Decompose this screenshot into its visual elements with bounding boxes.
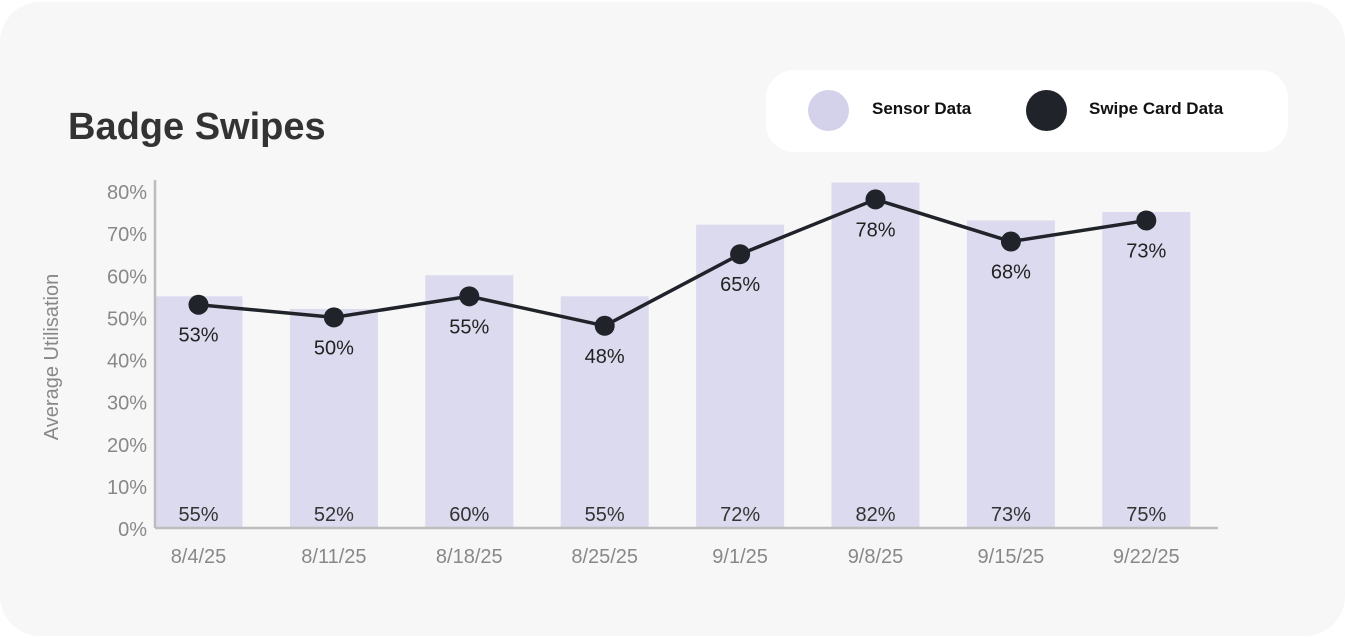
point-swipe-9/15/25 [1000,231,1021,252]
point-swipe-8/11/25 [323,307,344,328]
y-tick-label: 20% [107,435,147,457]
bar-sensor-8/18/25 [425,275,514,528]
legend-sensor-swatch [808,90,849,131]
bar-label: 55% [585,504,625,526]
point-label: 68% [991,262,1031,284]
legend-swipe-label: Swipe Card Data [1089,99,1224,118]
point-label: 73% [1126,240,1166,262]
bar-sensor-9/15/25 [966,220,1055,529]
bar-sensor-9/8/25 [831,182,920,528]
point-label: 53% [178,325,218,347]
point-label: 65% [720,274,760,296]
point-swipe-8/4/25 [188,294,209,315]
bar-label: 73% [991,504,1031,526]
x-tick-label: 8/25/25 [571,546,638,568]
point-label: 50% [314,337,354,359]
x-tick-label: 9/15/25 [978,546,1045,568]
y-tick-label: 70% [107,224,147,246]
bar-label: 52% [314,504,354,526]
point-swipe-9/1/25 [730,244,751,265]
y-tick-label: 60% [107,266,147,288]
y-tick-label: 80% [107,182,147,204]
y-axis-title: Average Utilisation [41,274,63,440]
legend: Sensor Data Swipe Card Data [766,70,1288,152]
bar-label: 82% [855,504,895,526]
bar-label: 55% [178,504,218,526]
x-tick-label: 9/1/25 [712,546,768,568]
y-tick-label: 40% [107,351,147,373]
y-tick-label: 30% [107,393,147,415]
point-swipe-9/8/25 [865,189,886,210]
y-tick-label: 0% [118,519,147,541]
legend-swipe-swatch [1026,90,1067,131]
x-tick-label: 9/8/25 [848,546,904,568]
point-swipe-8/25/25 [594,315,615,336]
y-tick-label: 50% [107,308,147,330]
line-swipe-card [198,197,1147,328]
x-tick-label: 8/11/25 [301,546,366,568]
bar-label: 72% [720,504,760,526]
legend-sensor-label: Sensor Data [872,99,972,118]
bar-sensor-8/11/25 [289,308,378,528]
y-tick-label: 10% [107,477,147,499]
bar-sensor-9/22/25 [1102,212,1191,528]
bar-sensor-9/1/25 [696,224,785,528]
point-label: 55% [449,316,489,338]
bar-label: 60% [449,504,489,526]
bar-sensor-8/4/25 [154,296,243,528]
x-tick-label: 9/22/25 [1113,546,1180,568]
point-swipe-8/18/25 [459,286,480,307]
point-label: 48% [585,346,625,368]
bar-label: 75% [1126,504,1166,526]
point-swipe-9/22/25 [1136,210,1157,231]
x-tick-label: 8/18/25 [436,546,503,568]
x-tick-label: 8/4/25 [171,546,227,568]
chart-title: Badge Swipes [68,106,326,148]
point-label: 78% [855,219,895,241]
